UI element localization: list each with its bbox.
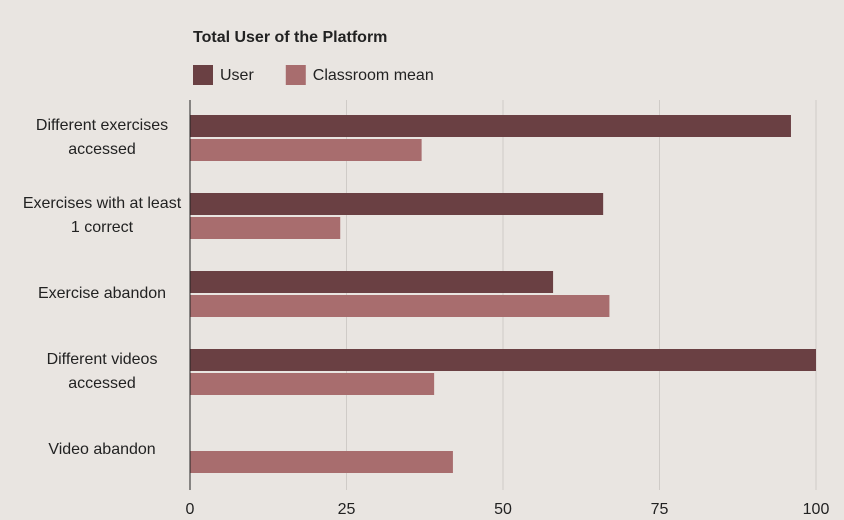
legend-swatch	[193, 65, 213, 85]
y-tick-label: Exercises with at least 1 correct	[22, 195, 182, 236]
x-tick-label: 75	[651, 501, 669, 518]
chart-title: Total User of the Platform	[193, 29, 387, 46]
bar	[190, 115, 791, 137]
x-tick-label: 100	[803, 501, 830, 518]
y-tick-label: Different videos accessed	[46, 351, 158, 392]
bar	[190, 271, 554, 293]
y-tick-label: Exercise abandon	[37, 285, 167, 302]
legend-label: Classroom mean	[313, 67, 434, 84]
x-tick-label: 50	[494, 501, 512, 518]
legend-swatch	[285, 65, 306, 85]
y-tick-label: Different exercises accessed	[35, 117, 169, 158]
x-tick-label: 25	[338, 501, 356, 518]
x-tick-label: 0	[186, 501, 195, 518]
bar	[190, 193, 604, 215]
y-tick-label: Video abandon	[48, 441, 156, 458]
bar	[190, 349, 816, 371]
bar	[190, 373, 435, 395]
bar	[190, 295, 610, 317]
bar	[190, 217, 341, 239]
bar	[190, 451, 453, 473]
bar	[190, 139, 422, 161]
legend-label: User	[220, 67, 254, 84]
